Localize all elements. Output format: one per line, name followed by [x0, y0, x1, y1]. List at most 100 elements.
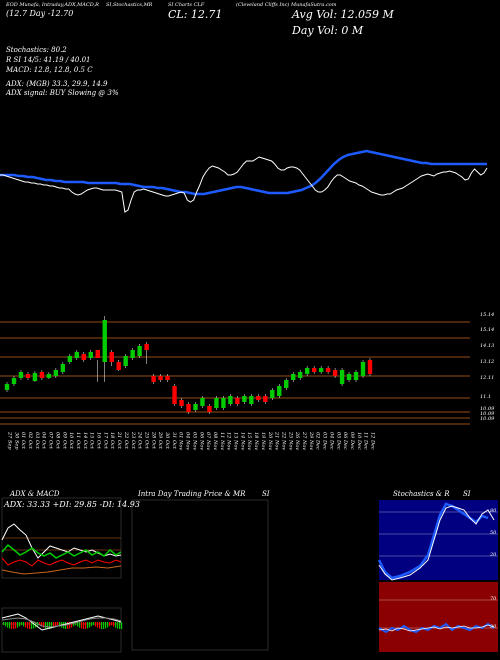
x-tick-label: 11 Nov [219, 432, 225, 450]
macd-bar [57, 622, 59, 626]
candle-body [318, 368, 324, 372]
candle-body [179, 400, 184, 406]
candle-body [158, 376, 163, 380]
ema-line [0, 149, 487, 196]
x-tick-label: 10 Dec [356, 432, 362, 450]
x-tick-label: 01 Oct [20, 432, 26, 450]
macd-bar [105, 622, 107, 629]
macd-bar [47, 622, 49, 629]
x-tick-label: 02 Oct [27, 432, 33, 450]
macd-bar [23, 622, 25, 627]
stoch-label-20: 20 [490, 552, 497, 558]
x-tick-label: 21 Oct [116, 431, 122, 450]
header-line1c: SI Charts CLF [168, 2, 205, 8]
y-tick-label: 10.09 [480, 411, 495, 417]
x-tick-label: 05 Nov [191, 432, 197, 450]
rsi-label-30: 30 [490, 624, 497, 630]
macd-bar [117, 622, 119, 629]
x-tick-label: 24 Oct [137, 431, 143, 450]
price-level-label: 15.14 [480, 312, 494, 318]
rsi-panel [379, 582, 498, 652]
date-axis: 27 Sep 30 Sep 01 Oct 02 Oct 03 Oct 04 Oct 07 O… [7, 431, 376, 450]
candle-body [304, 368, 310, 374]
macd-bar [97, 622, 99, 628]
candle-body [200, 398, 205, 406]
macd-bar [9, 622, 11, 629]
macd-bar [21, 622, 23, 626]
candle-body [221, 398, 226, 408]
macd-bar [111, 622, 113, 626]
macd-bar [25, 622, 27, 628]
candle-body [256, 396, 261, 400]
x-tick-label: 06 Nov [198, 432, 204, 450]
macd-bar [81, 622, 83, 629]
x-tick-label: 19 Nov [260, 432, 266, 450]
x-tick-label: 13 Nov [233, 432, 239, 450]
candle-body [249, 396, 254, 404]
x-tick-label: 02 Dec [315, 432, 321, 450]
candle-body [297, 372, 303, 378]
header-line1d: (Cleveland Cliffs Inc) MunafaSutra.com [236, 2, 337, 8]
x-tick-label: 28 Oct [150, 431, 156, 450]
x-tick-label: 17 Oct [102, 432, 108, 450]
header-line2: (12.7 Day -12.70 [6, 9, 74, 18]
stoch-label-80: 80 [490, 508, 497, 514]
x-tick-label: 10 Oct [68, 432, 74, 450]
macd-bar [101, 622, 103, 629]
macd-bar [45, 622, 47, 629]
candle-body [346, 374, 352, 380]
macd-bar [95, 622, 97, 627]
macd-bar [77, 622, 79, 627]
y-tick-label: 11.1 [480, 394, 491, 400]
candle-body [172, 386, 177, 404]
candle-body [214, 398, 219, 408]
x-tick-label: 03 Dec [322, 432, 328, 450]
avg-volume: Avg Vol: 12.059 M [292, 8, 394, 21]
macd-bar [119, 622, 121, 629]
macd-bar [99, 622, 101, 629]
macd-bar [89, 622, 91, 628]
macd-bar [15, 622, 17, 629]
candle-body [291, 374, 296, 380]
candle-body [137, 346, 142, 356]
stoch-label-50: 50 [490, 530, 497, 536]
macd-bar [87, 622, 89, 629]
macd-readout: MACD: 12.8, 12.8, 0.5 C [6, 66, 93, 74]
macd-bar [49, 622, 51, 629]
x-tick-label: 09 Oct [61, 432, 67, 450]
minus-di-line [1, 557, 122, 567]
x-tick-label: 29 Nov [308, 431, 314, 450]
x-tick-label: 21 Nov [274, 431, 280, 450]
candle-body [32, 373, 38, 381]
candles [4, 316, 373, 414]
macd-bar [51, 622, 53, 629]
candle-body [263, 396, 268, 402]
x-tick-label: 16 Oct [96, 432, 102, 450]
x-tick-label: 09 Dec [349, 432, 355, 450]
x-tick-label: 04 Nov [185, 432, 191, 450]
candle-body [207, 406, 212, 412]
x-tick-label: 08 Nov [212, 432, 218, 450]
macd-bar [113, 622, 115, 627]
x-tick-label: 27 Nov [301, 431, 307, 450]
intraday-panel [131, 499, 269, 651]
candle-body [95, 350, 100, 358]
macd-bar [13, 622, 15, 629]
macd-bar [107, 622, 109, 628]
adx-readout: ADX: (MGB) 33.3, 29.9, 14.9 [6, 80, 108, 88]
macd-bar [41, 622, 43, 627]
stoch-d-line [378, 505, 495, 581]
price-axis: 15.1414.1313.1212.1111.110.0910.0910.091… [480, 312, 495, 422]
adx-values: ADX: 33.33 +DI: 29.85 -DI: 14.93 [4, 500, 140, 509]
macd-bar [3, 622, 5, 625]
adx-signal: ADX signal: BUY Slowing @ 3% [6, 89, 119, 97]
candle-body [367, 360, 373, 374]
x-tick-label: 30 Oct [164, 432, 170, 450]
macd-bar [5, 622, 7, 627]
candle-body [284, 380, 289, 388]
y-tick-label: 10.09 [480, 416, 495, 422]
header-line1b: SI,Stochastics,MR [106, 2, 153, 8]
x-tick-label: 27 Sep [7, 431, 13, 450]
x-tick-label: 03 Oct [34, 432, 40, 450]
